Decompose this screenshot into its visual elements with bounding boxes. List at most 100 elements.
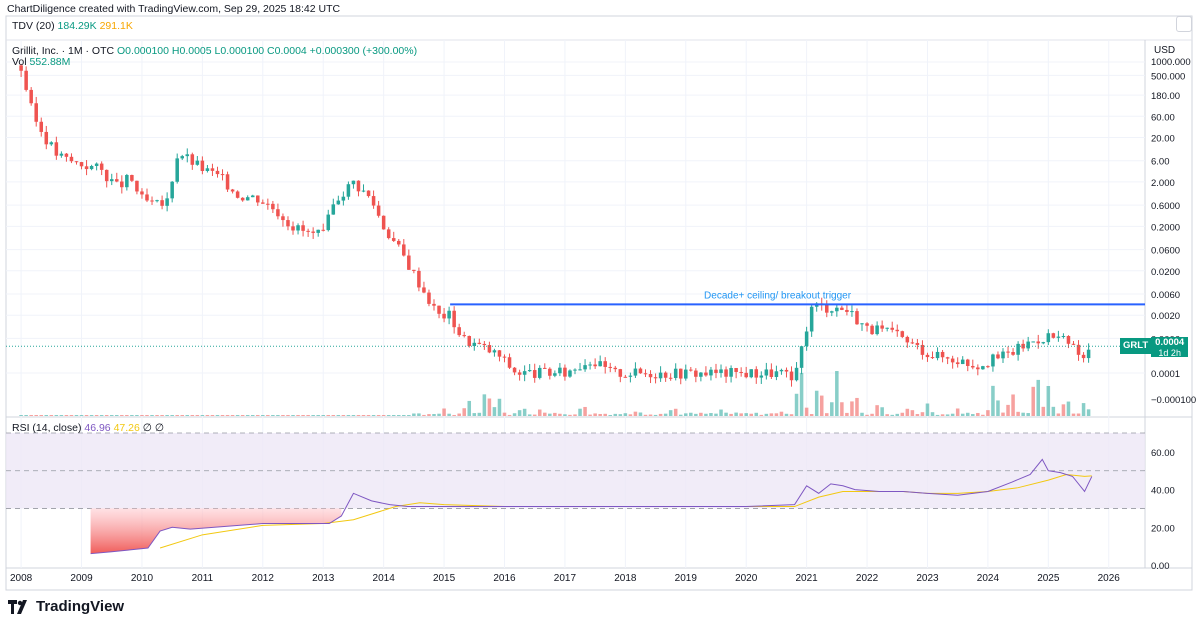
candle-body (719, 369, 723, 373)
volume-bar (230, 415, 235, 416)
volume-bar (663, 413, 668, 416)
volume-bar (200, 415, 205, 416)
volume-bar (543, 412, 547, 416)
rsi-legend[interactable]: RSI (14, close) 46.96 47.26 ∅ ∅ (12, 422, 164, 434)
volume-bar (356, 415, 361, 416)
volume-bar (64, 415, 69, 416)
candle-body (351, 180, 356, 185)
candle-body (673, 368, 678, 379)
candle-body (618, 369, 623, 377)
candle-body (603, 361, 607, 367)
volume-bar (971, 414, 975, 416)
candle-body (19, 65, 23, 71)
candle-body (376, 205, 381, 216)
candle-body (235, 191, 240, 198)
candle-body (266, 203, 270, 205)
volume-bar (39, 415, 44, 416)
candle-body (628, 375, 633, 377)
candle-body (150, 200, 154, 202)
time-axis[interactable]: 2008 2009 2010 2011 2012 2013 2014 2015 2016 2017… (10, 573, 1120, 584)
volume-bar (336, 415, 341, 416)
candle-body (512, 367, 517, 373)
candle-body (296, 225, 300, 231)
volume-bar (94, 415, 99, 416)
volume-bar (981, 414, 985, 416)
symbol-legend[interactable]: Grillit, Inc. · 1M · OTC O0.000100 H0.00… (12, 45, 417, 57)
volume-bar (457, 413, 461, 416)
volume-bar (326, 415, 331, 416)
volume-bar (739, 413, 743, 416)
volume-bar (749, 413, 753, 416)
fullscreen-button[interactable] (1176, 16, 1192, 32)
volume-bar (417, 413, 421, 416)
currency-label[interactable]: USD (1154, 45, 1176, 56)
candle-body (749, 369, 753, 378)
volume-bar (794, 393, 799, 416)
volume-bar (709, 413, 713, 416)
candle-body (482, 343, 487, 346)
volume-bar (437, 413, 441, 416)
candle-body (1076, 344, 1081, 355)
volume-bar (548, 413, 552, 416)
candle-body (361, 190, 366, 192)
candle-body (971, 365, 975, 368)
candle-body (543, 367, 547, 369)
price-tick-label: 60.00 (1151, 112, 1175, 123)
volume-bar (452, 414, 456, 416)
rsi-value: 46.96 (84, 422, 111, 434)
candle-body (402, 244, 406, 256)
tradingview-logo[interactable]: TradingView (8, 598, 124, 615)
rsi-axis[interactable]: 60.00 40.00 20.00 0.00 (1151, 448, 1175, 572)
volume-bar (699, 412, 703, 416)
volume-bar (210, 415, 215, 416)
price-tick-label: 0.2000 (1151, 222, 1180, 233)
candle-body (588, 364, 592, 366)
candle-body (558, 367, 562, 374)
candle-body (447, 310, 451, 319)
candle-body (104, 169, 109, 182)
candle-body (900, 331, 905, 337)
candle-body (230, 189, 235, 192)
volume-bar (276, 415, 280, 416)
candle-body (840, 307, 844, 310)
annotation-layer[interactable]: Decade+ ceiling/ breakout trigger (450, 290, 1145, 306)
candle-body (608, 366, 613, 368)
candle-body (391, 238, 396, 241)
candle-body (850, 311, 854, 313)
candle-body (34, 103, 38, 122)
volume-bar (678, 414, 683, 416)
ceiling-annotation-text: Decade+ ceiling/ breakout trigger (704, 290, 852, 301)
candle-body (467, 336, 472, 347)
volume-bar (784, 413, 789, 416)
volume-bar (835, 371, 839, 416)
candle-body (220, 174, 225, 176)
candle-body (437, 305, 441, 314)
tdv-legend[interactable]: TDV (20) 184.29K 291.1K (12, 20, 133, 32)
candle-body (986, 366, 990, 368)
volume-bar (215, 415, 220, 416)
candle-body (779, 369, 784, 372)
candle-body (1006, 351, 1010, 353)
volume-bar (638, 412, 643, 416)
volume-bar (976, 412, 980, 416)
volume-legend[interactable]: Vol 552.88M (12, 56, 70, 68)
candle-body (744, 372, 748, 378)
volume-bar (472, 413, 477, 416)
candle-body (950, 358, 955, 363)
candle-body (638, 368, 643, 374)
volume-bar (1031, 386, 1035, 416)
candle-body (120, 181, 124, 188)
volume-bar (840, 402, 844, 416)
candle-body (381, 215, 386, 230)
volume-bar (391, 415, 396, 416)
volume-bar (855, 397, 859, 416)
candle-body (925, 354, 930, 358)
volume-bar (860, 412, 864, 416)
candle-body (920, 344, 925, 355)
volume-bar (819, 395, 824, 416)
volume-bar (34, 415, 38, 416)
candle-body (709, 369, 713, 376)
volume-bar (1011, 394, 1015, 416)
candle-body (945, 357, 950, 359)
